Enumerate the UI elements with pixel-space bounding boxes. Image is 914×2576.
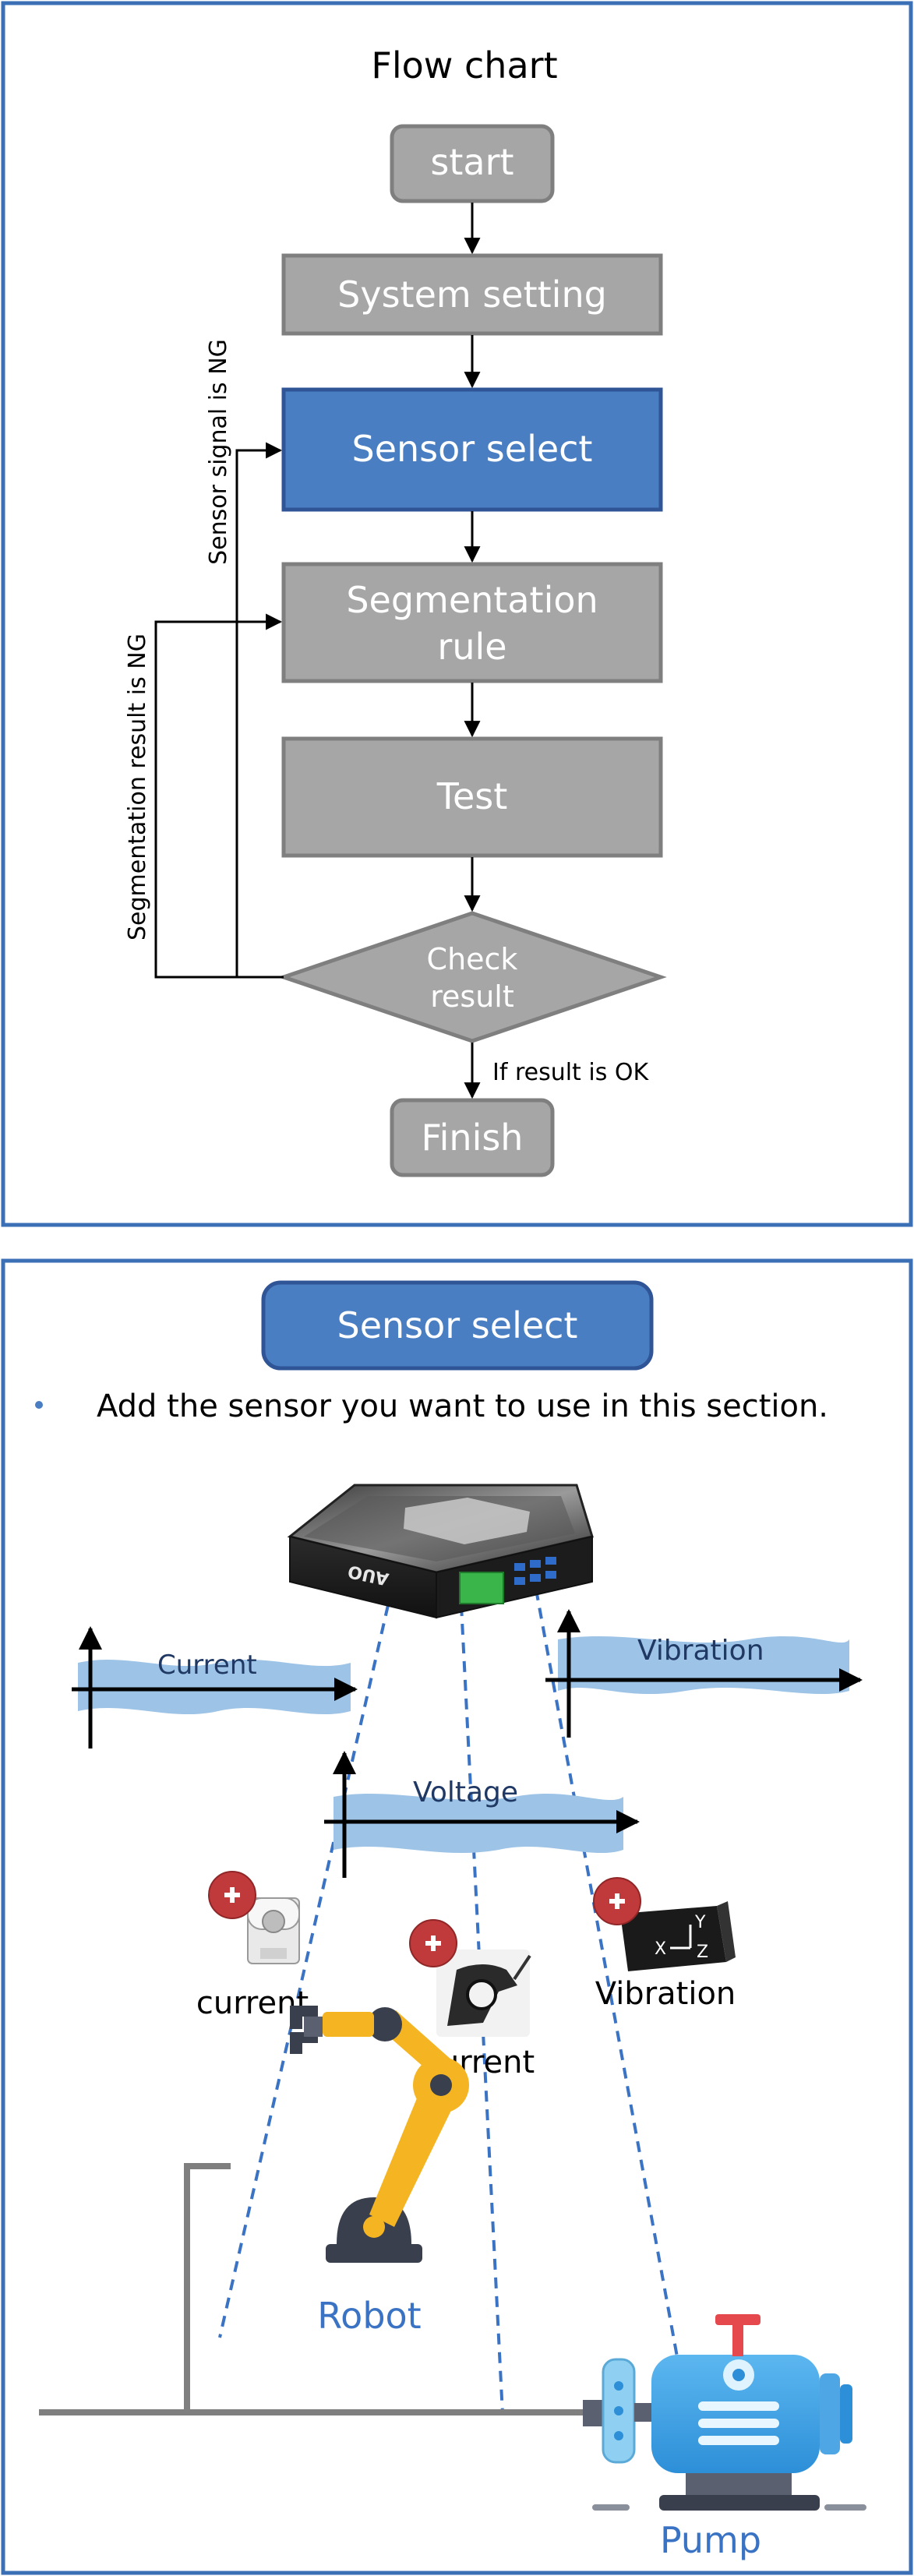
label-result-ok: If result is OK: [492, 1059, 649, 1086]
node-check-result-label-1: Check: [427, 942, 518, 976]
node-test: [281, 736, 663, 858]
node-segmentation-rule-label-1: Segmentation: [346, 579, 598, 621]
vibration-axis-y: Y: [694, 1913, 706, 1932]
signal-vibration-label: Vibration: [637, 1635, 764, 1667]
sensor-current-ct: current: [409, 1919, 535, 2080]
node-segmentation-rule-label-2: rule: [437, 626, 506, 668]
node-system-setting: [281, 253, 663, 336]
signal-voltage: Voltage: [324, 1751, 640, 1878]
node-test-label: Test: [436, 775, 508, 817]
robot-label: Robot: [317, 2295, 421, 2337]
signal-current-label: Current: [157, 1650, 257, 1681]
bullet-text: Add the sensor you want to use in this s…: [97, 1389, 828, 1424]
signal-voltage-label: Voltage: [413, 1777, 518, 1808]
sensor-select-panel: [1, 1258, 913, 2575]
node-finish: [390, 1098, 555, 1177]
node-check-result-label-2: result: [430, 979, 514, 1014]
node-start: [390, 124, 555, 203]
flowchart-title: Flow chart: [371, 44, 557, 86]
pump-icon: Pump: [583, 2314, 866, 2561]
loop-sensor-ng: [235, 442, 284, 979]
sensor-select-title-box: [261, 1280, 654, 1371]
dashed-links: [218, 1589, 679, 2415]
node-finish-label: Finish: [422, 1117, 524, 1159]
signal-current: Current: [72, 1626, 358, 1749]
edge-device: AUO: [287, 1484, 594, 1619]
label-sensor-ng: Sensor signal is NG: [205, 339, 232, 565]
node-check-result: [277, 911, 667, 1043]
loop-segmentation-ng: [154, 613, 283, 979]
label-segmentation-ng: Segmentation result is NG: [124, 633, 151, 940]
pump-label: Pump: [660, 2519, 761, 2561]
node-sensor-select: [281, 387, 663, 512]
vibration-axis-z: Z: [697, 1943, 708, 1962]
node-sensor-select-label: Sensor select: [352, 428, 593, 470]
node-system-setting-label: System setting: [337, 273, 607, 316]
node-segmentation-rule: [281, 562, 663, 683]
sensor-vibration: Y X Z Vibration: [593, 1877, 736, 2012]
robot-icon: Robot: [290, 2006, 469, 2337]
vibration-axis-x: X: [655, 1939, 666, 1959]
bullet-dot: [35, 1401, 43, 1409]
signal-vibration: Vibration: [545, 1609, 863, 1738]
sensor-vibration-label: Vibration: [595, 1976, 736, 2012]
node-start-label: start: [430, 141, 513, 183]
sensor-current-clamp: current: [196, 1871, 309, 2021]
sensor-select-title: Sensor select: [337, 1304, 578, 1346]
wiring: [39, 2163, 592, 2415]
